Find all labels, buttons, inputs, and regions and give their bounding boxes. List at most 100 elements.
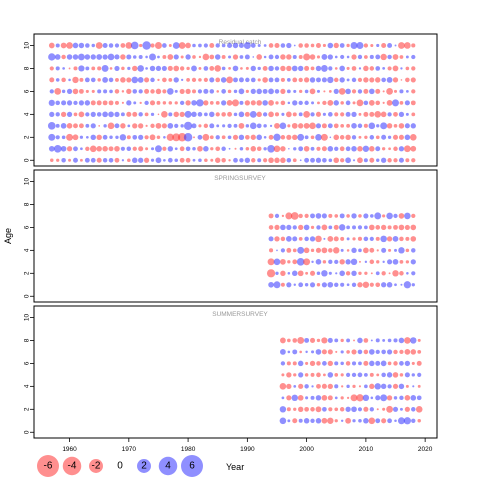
bubble-positive <box>243 42 251 49</box>
bubble-negative <box>387 225 392 230</box>
bubble-negative <box>161 111 168 118</box>
bubble-negative <box>114 145 120 152</box>
bubble-negative <box>108 100 114 106</box>
bubble-positive <box>61 135 66 140</box>
bubble-positive <box>351 135 357 140</box>
bubble-negative <box>144 77 150 83</box>
bubble-negative <box>369 259 375 265</box>
legend-label: 0 <box>117 461 123 472</box>
bubble-positive <box>102 42 108 48</box>
bubble-positive <box>311 350 315 354</box>
bubble-positive <box>144 100 149 106</box>
bubble-negative <box>363 338 369 343</box>
bubble-negative <box>287 260 291 264</box>
bubble-negative <box>398 224 405 231</box>
bubble-positive <box>233 77 238 83</box>
bubble-negative <box>185 100 191 106</box>
bubble-negative <box>251 158 256 163</box>
bubble-negative <box>96 157 102 163</box>
bubble-positive <box>174 158 179 163</box>
bubble-positive <box>340 248 344 252</box>
bubble-positive <box>303 224 310 231</box>
bubble-positive <box>380 383 387 390</box>
bubble-positive <box>137 77 144 83</box>
bubble-positive <box>297 133 305 141</box>
bubble-negative <box>363 406 369 412</box>
y-tick-label: 2 <box>24 135 31 139</box>
bubble-positive <box>138 157 144 163</box>
bubble-positive <box>263 136 267 139</box>
bubble-positive <box>239 158 244 163</box>
bubble-positive <box>381 247 387 253</box>
bubble-positive <box>126 146 132 152</box>
bubble-positive <box>133 101 137 105</box>
bubble-positive <box>127 66 131 71</box>
bubble-negative <box>154 42 162 49</box>
bubble-positive <box>55 78 60 82</box>
bubble-positive <box>103 124 107 128</box>
bubble-negative <box>364 271 368 275</box>
bubble-negative <box>280 77 285 82</box>
bubble-positive <box>66 100 73 106</box>
bubble-positive <box>279 417 287 425</box>
bubble-negative <box>309 122 316 130</box>
bubble-negative <box>352 237 356 241</box>
bubble-positive <box>203 66 209 71</box>
bubble-positive <box>387 54 392 60</box>
bubble-positive <box>184 110 192 118</box>
bubble-negative <box>327 349 333 355</box>
bubble-positive <box>48 133 56 141</box>
bubble-positive <box>262 100 268 106</box>
bubble-negative <box>168 44 172 47</box>
bubble-negative <box>144 135 149 140</box>
bubble-negative <box>198 78 202 82</box>
bubble-negative <box>192 89 197 94</box>
bubble-positive <box>84 54 91 60</box>
bubble-negative <box>404 337 411 344</box>
bubble-negative <box>363 123 368 128</box>
bubble-positive <box>351 406 357 413</box>
bubble-negative <box>285 212 293 220</box>
bubble-positive <box>252 56 255 58</box>
bubble-positive <box>78 53 85 61</box>
bubble-positive <box>145 67 148 70</box>
bubble-positive <box>380 235 387 243</box>
bubble-positive <box>345 88 351 95</box>
bubble-positive <box>149 65 156 72</box>
bubble-positive <box>49 111 55 117</box>
y-tick-label: 0 <box>24 158 31 162</box>
bubble-positive <box>345 406 351 412</box>
bubble-negative <box>238 122 245 129</box>
y-tick-label: 2 <box>24 271 31 275</box>
bubble-positive <box>357 349 363 355</box>
bubble-positive <box>352 159 356 162</box>
bubble-negative <box>90 100 96 106</box>
bubble-negative <box>256 146 262 152</box>
bubble-positive <box>102 54 108 60</box>
bubble-negative <box>250 146 257 152</box>
bubble-negative <box>358 135 362 139</box>
bubble-negative <box>346 66 350 70</box>
bubble-positive <box>375 395 381 401</box>
bubble-positive <box>238 77 244 83</box>
bubble-negative <box>339 407 345 412</box>
bubble-positive <box>216 124 220 128</box>
bubble-positive <box>267 144 275 153</box>
bubble-negative <box>280 282 285 287</box>
bubble-positive <box>410 259 416 265</box>
bubble-negative <box>321 417 328 424</box>
bubble-negative <box>304 65 310 71</box>
bubble-positive <box>291 394 298 402</box>
bubble-negative <box>98 124 101 127</box>
bubble-positive <box>334 259 339 264</box>
bubble-positive <box>404 212 411 220</box>
bubble-negative <box>393 349 398 355</box>
bubble-negative <box>335 350 338 353</box>
bubble-negative <box>221 112 226 117</box>
bubble-positive <box>309 282 316 288</box>
bubble-positive <box>345 111 351 117</box>
bubble-negative <box>398 123 405 129</box>
bubble-positive <box>90 54 96 60</box>
bubble-negative <box>303 258 311 266</box>
bubble-positive <box>286 236 292 242</box>
